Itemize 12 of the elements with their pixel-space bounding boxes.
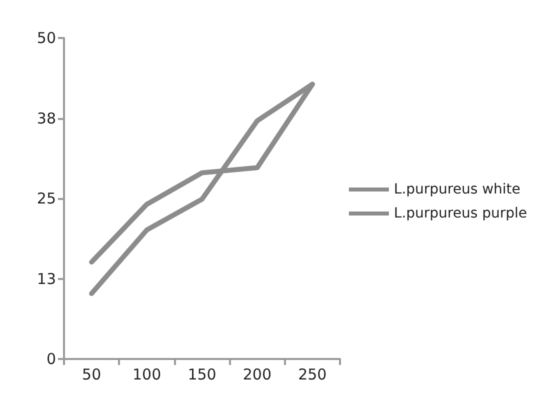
x-tick-label: 250: [298, 366, 327, 384]
y-tick-label: 38: [36, 109, 56, 128]
x-tick-label: 200: [242, 366, 272, 384]
y-tick-label: 13: [36, 270, 56, 288]
x-tick-label: 100: [132, 366, 162, 384]
x-tick-label: 150: [188, 366, 216, 384]
y-tick-label: 0: [46, 350, 56, 368]
x-tick-label: 50: [82, 366, 102, 384]
legend-label: L.purpureus purple: [394, 206, 527, 222]
y-tick-label: 50: [36, 29, 56, 47]
y-tick-label: 25: [36, 190, 56, 208]
legend-label: L.purpureus white: [394, 182, 520, 198]
